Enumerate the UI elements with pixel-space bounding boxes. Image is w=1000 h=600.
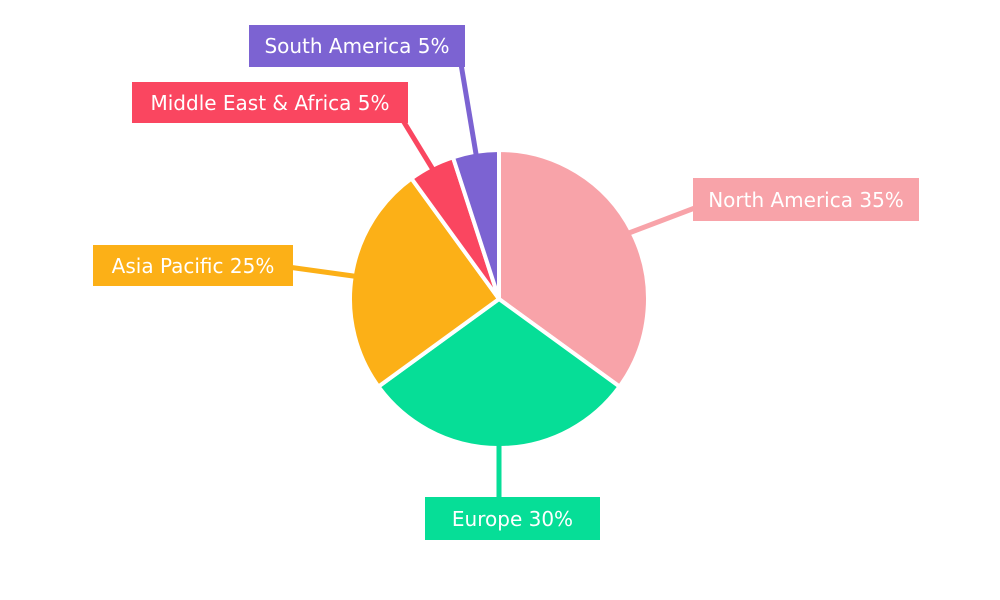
callout-label-europe: Europe 30% (425, 497, 600, 540)
leader-line-south-america (457, 57, 479, 158)
callout-label-asia-pacific: Asia Pacific 25% (93, 245, 293, 286)
callout-label-middle-east-africa: Middle East & Africa 5% (132, 82, 408, 123)
callout-label-north-america: North America 35% (693, 178, 919, 221)
leader-line-asia-pacific (287, 264, 358, 279)
callout-label-south-america: South America 5% (249, 25, 465, 67)
leader-line-middle-east-africa (396, 112, 436, 173)
leader-line-north-america (626, 203, 701, 236)
